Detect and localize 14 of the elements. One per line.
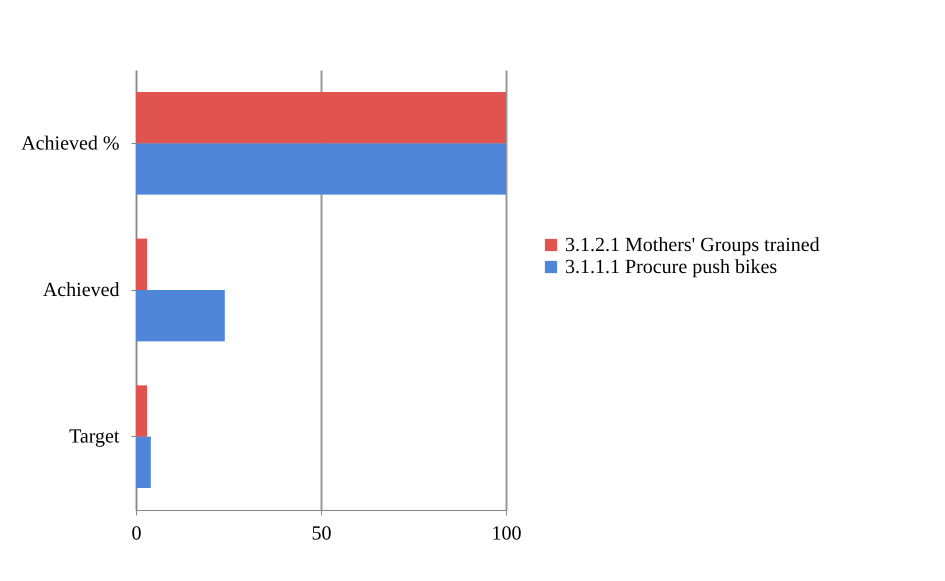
y-tick-label: Target	[69, 426, 120, 448]
x-tick-label: 50	[312, 522, 332, 544]
legend-label: 3.1.2.1 Mothers' Groups trained	[565, 234, 820, 256]
x-tick-label: 100	[492, 522, 522, 544]
bar	[136, 238, 148, 290]
legend-label: 3.1.1.1 Procure push bikes	[565, 256, 778, 278]
y-tick-label: Achieved	[42, 279, 120, 301]
bar	[136, 385, 148, 437]
bar	[136, 436, 151, 488]
bar	[136, 92, 506, 144]
x-tick-label: 0	[132, 522, 142, 544]
bar	[136, 290, 225, 342]
bar	[136, 143, 506, 195]
y-tick-label: Achieved %	[21, 132, 120, 154]
